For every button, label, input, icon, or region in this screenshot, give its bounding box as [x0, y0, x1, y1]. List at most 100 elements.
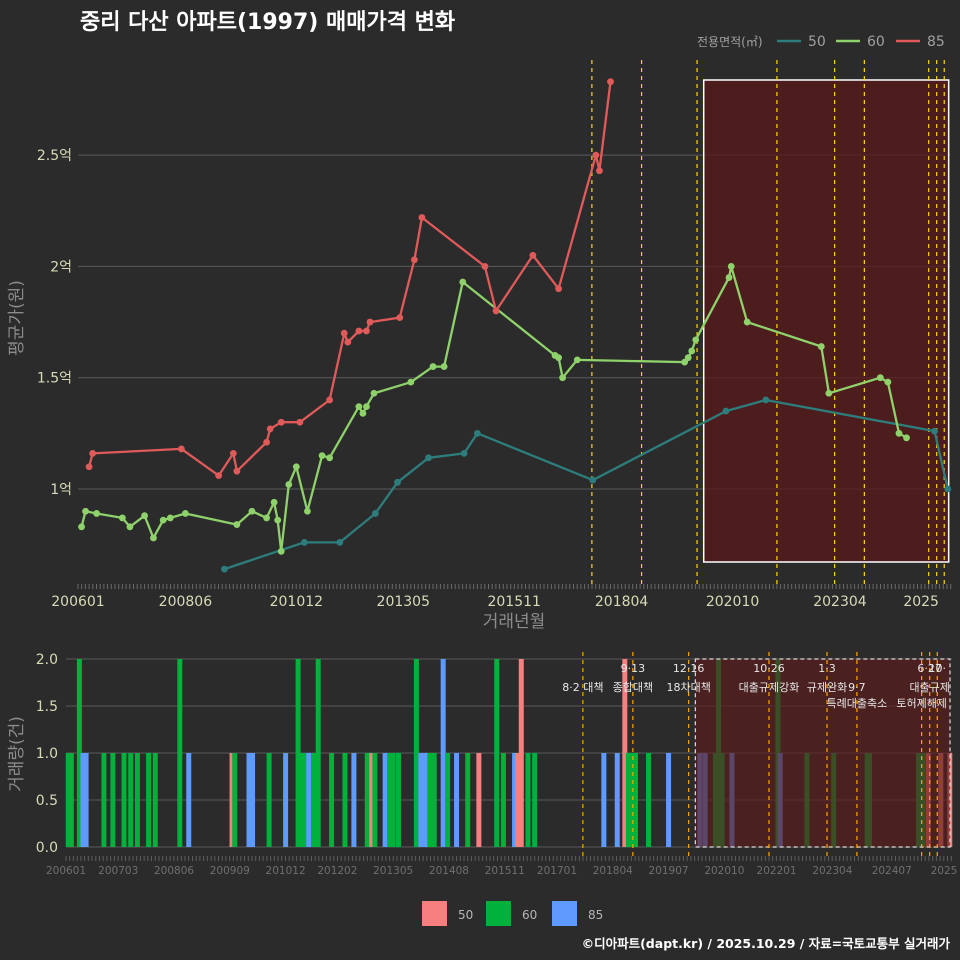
volume-bar-60: [152, 753, 158, 847]
x-tick-label: 201012: [270, 594, 323, 610]
volume-bar-85: [454, 753, 460, 847]
volume-bar-60: [121, 753, 127, 847]
x-tick-label: 201804: [595, 594, 649, 610]
data-point-85: [366, 318, 374, 326]
policy-annotation: 대출규제: [909, 681, 949, 694]
data-point-60: [743, 318, 751, 326]
data-point-60: [304, 507, 311, 515]
volume-bar-60: [500, 753, 506, 847]
bar-x-tick-label: 202010: [704, 865, 744, 877]
policy-annotation: 토허제해제: [896, 696, 947, 710]
bar-x-minor-ticks: [65, 856, 952, 861]
data-point-85: [85, 463, 93, 471]
volume-bar-60: [494, 659, 500, 847]
data-point-85: [277, 418, 285, 426]
volume-bar-85: [382, 753, 388, 847]
volume-bar-60: [342, 753, 348, 847]
policy-annotation: 9·13: [621, 662, 646, 675]
volume-bar-85: [186, 753, 192, 847]
data-point-85: [596, 167, 603, 175]
bar-legend-label-60: 60: [522, 908, 537, 922]
data-point-50: [460, 449, 468, 457]
data-point-60: [355, 403, 363, 411]
volume-bar-60: [329, 753, 335, 847]
volume-bar-85: [351, 753, 357, 847]
volume-bar-60: [76, 659, 82, 847]
volume-bar-85: [422, 753, 428, 847]
bar-legend-label-50: 50: [458, 908, 473, 922]
data-point-50: [589, 476, 597, 484]
data-point-85: [418, 214, 426, 221]
policy-annotation: 8·2 대책: [562, 681, 603, 694]
volume-bar-60: [177, 659, 183, 847]
volume-bar-60: [525, 753, 531, 847]
y-tick-label: 1억: [50, 482, 72, 498]
bar-highlight-region: [694, 658, 951, 848]
data-point-60: [725, 274, 733, 281]
data-point-60: [459, 278, 467, 286]
policy-annotation: 9·7: [848, 681, 866, 694]
data-point-60: [118, 514, 126, 522]
bar-y-tick-label: 2.0: [36, 652, 58, 668]
policy-annotation: 규제완화: [807, 681, 847, 694]
volume-bar-60: [396, 753, 402, 847]
data-point-60: [181, 510, 189, 517]
legend-title: 전용면적(㎡): [697, 35, 763, 49]
data-point-85: [529, 251, 537, 259]
data-point-60: [727, 263, 735, 270]
policy-annotation: 10·: [929, 662, 947, 675]
policy-annotation: 대출규제강화: [739, 681, 800, 694]
data-point-50: [371, 510, 379, 517]
data-point-60: [429, 363, 437, 370]
volume-bar-60: [625, 753, 631, 847]
volume-bar-60: [299, 753, 305, 847]
x-tick-label: 2025: [903, 594, 939, 610]
policy-annotation: 12·16: [673, 662, 705, 675]
bar-x-tick-label: 202201: [757, 865, 797, 877]
data-point-60: [150, 534, 157, 542]
volume-bar-60: [295, 659, 301, 847]
bar-x-tick-label: 201511: [485, 865, 525, 877]
volume-bar-85: [614, 753, 620, 847]
volume-bar-85: [306, 753, 312, 847]
volume-bar-60: [645, 753, 651, 847]
data-point-50: [221, 565, 228, 573]
volume-bar-85: [80, 753, 86, 847]
legend-label-85: 85: [927, 34, 945, 50]
data-point-60: [363, 403, 370, 411]
bar-y-tick-label: 1.0: [36, 746, 58, 762]
volume-bar-60: [629, 753, 635, 847]
data-point-85: [263, 438, 271, 446]
volume-bar-50: [229, 753, 235, 847]
volume-bar-50: [476, 753, 482, 847]
y-axis-label: 평균가(원): [7, 280, 27, 356]
data-point-50: [762, 396, 770, 404]
bar-x-tick-label: 200703: [98, 865, 138, 877]
volume-bar-60: [431, 753, 437, 847]
data-point-60: [292, 463, 300, 471]
data-point-85: [592, 151, 600, 159]
data-point-60: [141, 512, 148, 520]
data-point-60: [263, 514, 271, 522]
data-point-60: [559, 374, 566, 382]
volume-bar-60: [315, 659, 321, 847]
data-point-60: [407, 378, 415, 386]
data-point-85: [481, 263, 489, 270]
data-point-85: [229, 449, 237, 457]
data-point-60: [277, 547, 285, 555]
volume-bar-60: [232, 753, 238, 847]
data-point-60: [876, 374, 884, 382]
volume-bar-60: [134, 753, 140, 847]
x-axis-label: 거래년월: [483, 612, 546, 632]
policy-annotation: 종합대책: [613, 681, 653, 694]
data-point-60: [903, 434, 910, 442]
price-chart-panel: 1억 1.5억 2억 2.5억 200601 200806 201012 201305 2015…: [7, 60, 952, 632]
chart-title: 중리 다산 아파트(1997) 매매가격 변화: [80, 10, 455, 35]
bar-x-tick-label: 2025: [931, 865, 958, 877]
volume-bar-60: [372, 753, 378, 847]
volume-bar-60: [445, 753, 451, 847]
volume-bar-60: [427, 753, 433, 847]
data-point-85: [215, 472, 223, 480]
policy-annotation: 18차대책: [666, 681, 710, 694]
bar-y-tick-label: 1.5: [36, 699, 58, 715]
